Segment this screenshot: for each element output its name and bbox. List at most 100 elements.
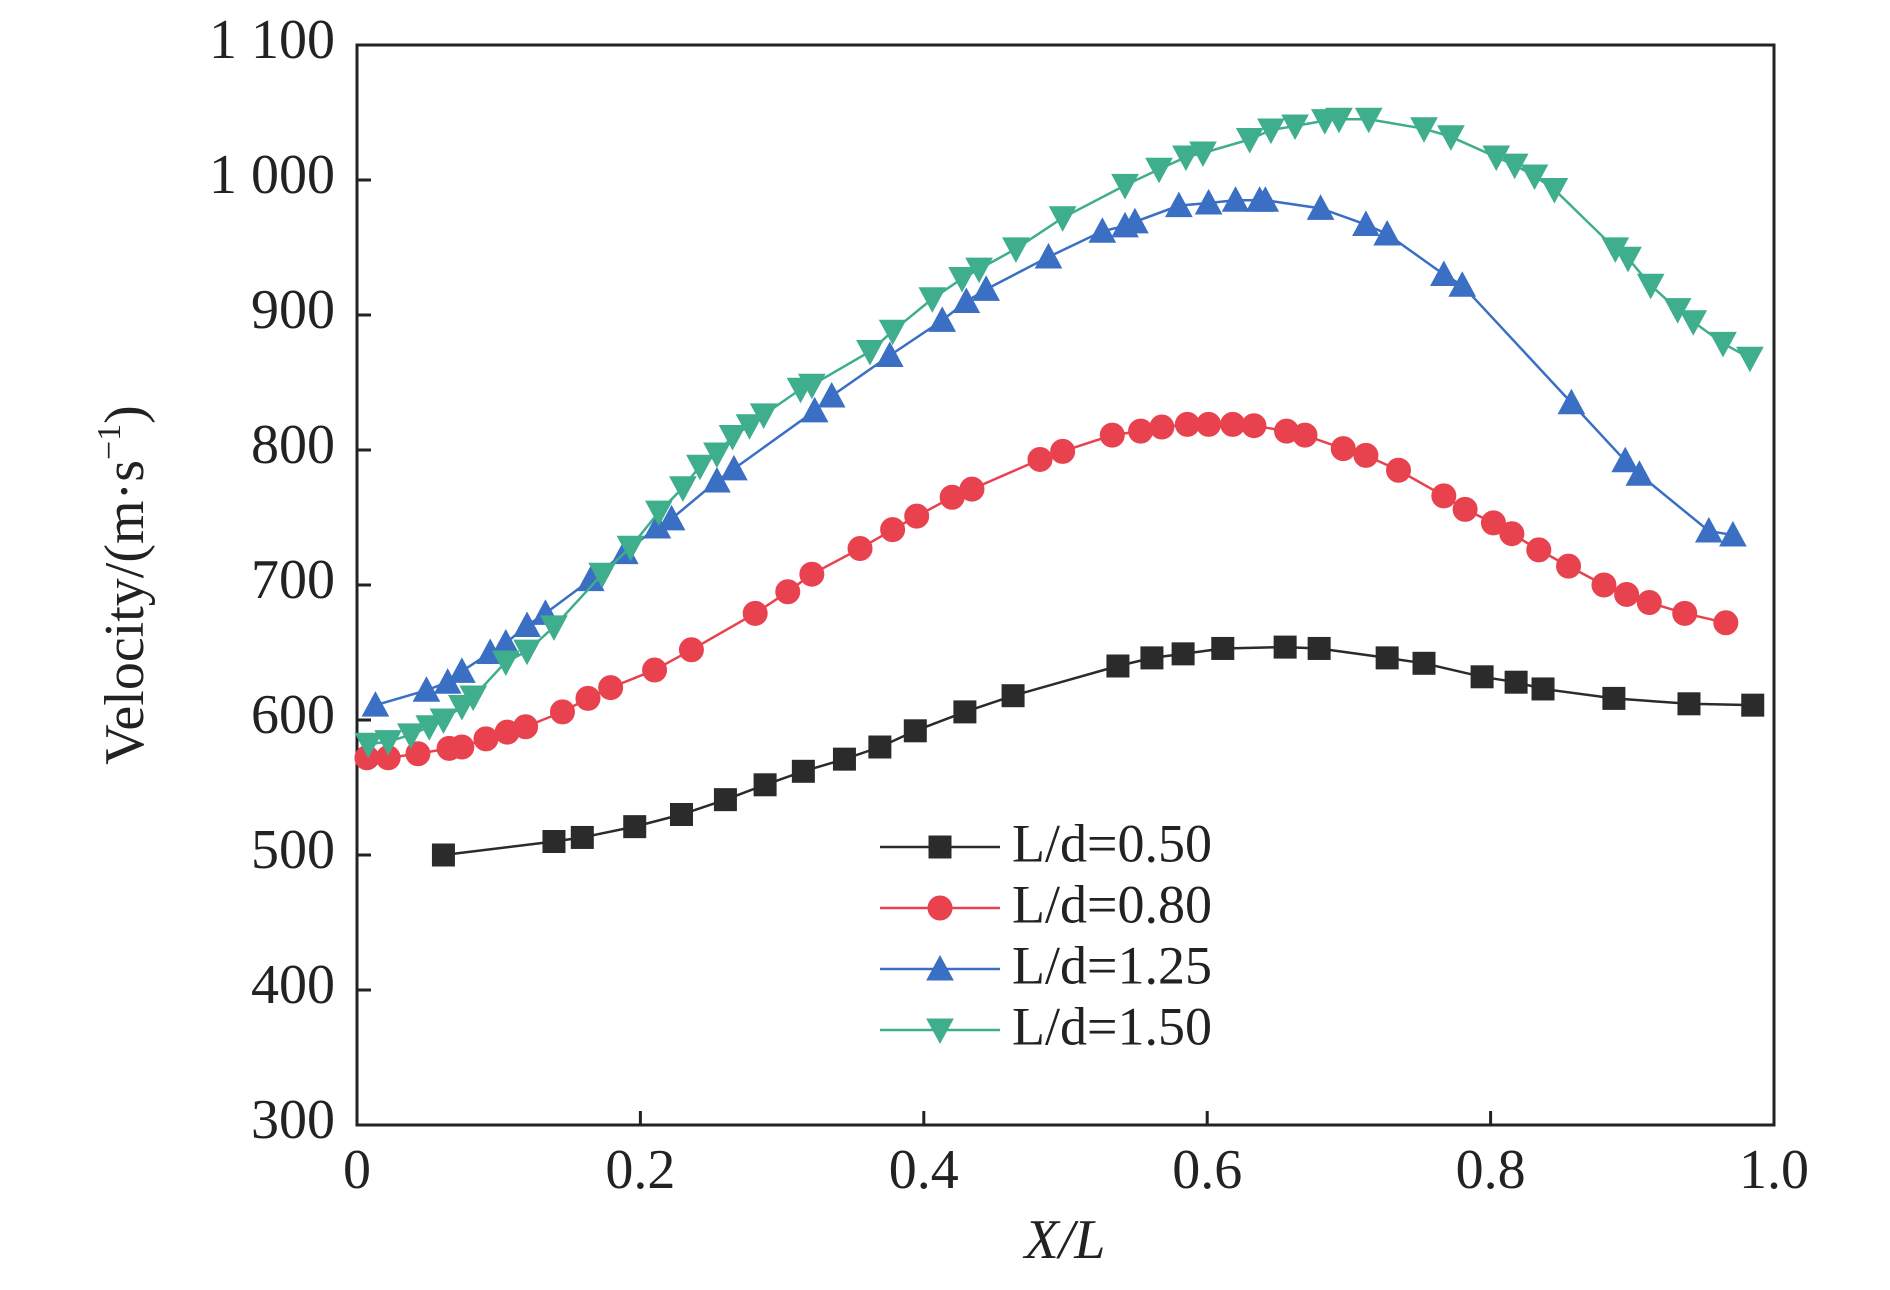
marker	[904, 503, 930, 529]
marker	[397, 723, 425, 749]
marker	[588, 562, 616, 589]
marker	[644, 500, 673, 527]
marker	[598, 675, 624, 701]
marker	[429, 708, 458, 735]
marker	[720, 454, 748, 481]
marker	[1672, 600, 1698, 626]
legend-marker	[927, 895, 953, 921]
marker	[1002, 237, 1030, 263]
marker	[1292, 422, 1318, 448]
marker	[1694, 516, 1723, 543]
marker	[1220, 411, 1246, 437]
marker	[1719, 521, 1747, 547]
marker	[832, 747, 856, 771]
marker	[1625, 460, 1654, 486]
marker	[1221, 186, 1250, 212]
legend-label: L/d=0.80	[1012, 874, 1212, 934]
marker	[1385, 457, 1411, 483]
marker	[800, 396, 829, 423]
marker	[753, 773, 777, 797]
marker	[1557, 388, 1586, 415]
marker	[847, 536, 873, 562]
marker	[1540, 177, 1569, 204]
marker	[1431, 483, 1457, 509]
y-tick-label: 800	[251, 414, 335, 476]
marker	[928, 306, 957, 332]
marker	[1375, 646, 1399, 670]
marker	[1591, 572, 1617, 598]
marker	[575, 685, 601, 711]
x-tick-label: 1.0	[1739, 1139, 1809, 1201]
x-axis-title: X/L	[1023, 1209, 1106, 1271]
marker	[540, 615, 568, 641]
y-tick-label: 1 000	[209, 144, 335, 206]
y-tick-label: 400	[251, 954, 335, 1016]
y-tick-label: 300	[251, 1089, 335, 1151]
marker	[1636, 273, 1665, 300]
marker	[948, 267, 976, 293]
marker	[953, 700, 977, 724]
y-tick-label: 900	[251, 279, 335, 341]
marker	[1241, 413, 1267, 439]
marker	[1480, 510, 1506, 536]
marker	[1470, 665, 1494, 689]
marker	[1325, 107, 1353, 134]
marker	[1001, 684, 1025, 708]
marker	[1531, 677, 1555, 701]
marker	[713, 788, 737, 812]
marker	[1111, 173, 1139, 200]
marker	[657, 504, 686, 531]
marker	[513, 639, 541, 666]
marker	[718, 425, 747, 451]
x-tick-label: 0.4	[889, 1139, 959, 1201]
marker	[1165, 191, 1193, 218]
x-tick-label: 0	[343, 1139, 371, 1201]
marker	[449, 734, 475, 760]
marker	[1196, 411, 1222, 437]
marker	[1430, 260, 1458, 286]
marker	[1140, 646, 1164, 670]
marker	[1614, 246, 1642, 273]
marker	[459, 685, 488, 712]
marker	[1171, 642, 1195, 666]
marker	[1504, 670, 1528, 694]
marker	[1099, 422, 1125, 448]
marker	[1257, 118, 1285, 145]
marker	[1353, 442, 1379, 468]
y-tick-label: 600	[251, 684, 335, 746]
marker	[798, 373, 826, 400]
y-axis-title: Velocity/(m·s−1)	[91, 405, 156, 765]
marker	[1556, 553, 1582, 579]
legend-marker	[928, 835, 952, 859]
marker	[1412, 651, 1436, 675]
x-tick-label: 0.8	[1456, 1139, 1526, 1201]
marker	[903, 719, 927, 743]
marker	[775, 579, 801, 605]
marker	[1211, 636, 1235, 660]
marker	[1741, 693, 1765, 717]
marker	[473, 726, 499, 752]
marker	[1145, 157, 1173, 184]
marker	[669, 476, 697, 502]
marker	[918, 287, 947, 313]
marker	[642, 657, 668, 683]
marker	[1273, 635, 1297, 659]
marker	[1482, 145, 1511, 172]
marker	[1526, 537, 1552, 563]
marker	[1614, 581, 1640, 607]
y-tick-label: 500	[251, 819, 335, 881]
marker	[878, 319, 907, 346]
marker	[448, 657, 476, 683]
marker	[1306, 194, 1335, 220]
y-axis-title-sup: −1	[91, 424, 128, 460]
marker	[1034, 242, 1063, 269]
marker	[513, 714, 539, 740]
marker	[959, 476, 985, 502]
marker	[412, 676, 441, 702]
marker	[1352, 210, 1380, 237]
marker	[742, 600, 768, 626]
marker	[1602, 686, 1626, 710]
marker	[361, 691, 390, 717]
marker	[415, 715, 444, 741]
marker	[1307, 636, 1331, 660]
